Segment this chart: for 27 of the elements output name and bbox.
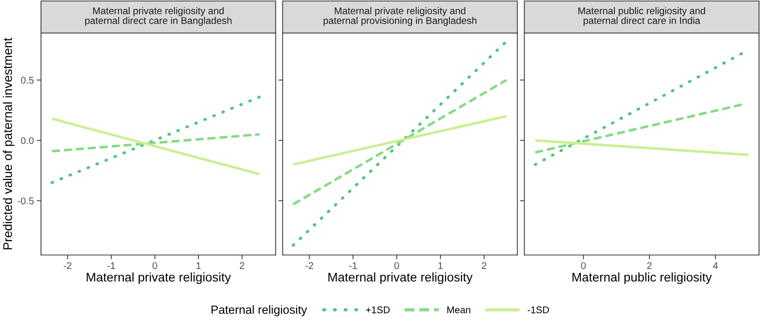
- x-tick-label: 2: [647, 262, 652, 269]
- legend-label: +1SD: [366, 306, 390, 314]
- legend-title: Paternal religiosity: [212, 305, 308, 316]
- chart-title: Maternal private religiosity and paternal direct care in Bangladesh: [85, 7, 232, 26]
- x-tick-label: -1: [349, 262, 357, 269]
- y-tick-label: 0.5: [20, 76, 34, 84]
- y-tick-label: 0.0: [20, 137, 34, 144]
- x-tick-label: 2: [482, 262, 486, 269]
- x-axis-title: Maternal private religiosity: [328, 272, 473, 284]
- x-axis-title: Maternal private religiosity: [86, 272, 231, 284]
- x-tick-label: 0: [581, 262, 586, 270]
- x-tick-label: 1: [196, 262, 201, 269]
- y-axis-title: Predicted value of paternal investment: [2, 38, 15, 250]
- y-tick-label: -0.5: [18, 197, 34, 204]
- legend-label: -1SD: [528, 306, 549, 314]
- x-tick-label: 0: [394, 262, 400, 270]
- x-tick-label: 1: [438, 262, 443, 269]
- x-tick-label: 4: [712, 262, 718, 269]
- x-tick-label: 0: [152, 262, 158, 270]
- chart-title: Maternal public religiosity and paternal direct care in India: [578, 7, 706, 26]
- x-axis-title: Maternal public religiosity: [572, 272, 712, 284]
- x-tick-label: -2: [305, 262, 314, 269]
- x-tick-label: 2: [240, 262, 244, 269]
- legend-label: Mean: [447, 306, 470, 314]
- x-tick-label: -1: [107, 262, 116, 269]
- x-tick-label: -2: [64, 262, 72, 269]
- chart-title: Maternal private religiosity and paternal provisioning in Bangladesh: [324, 7, 476, 26]
